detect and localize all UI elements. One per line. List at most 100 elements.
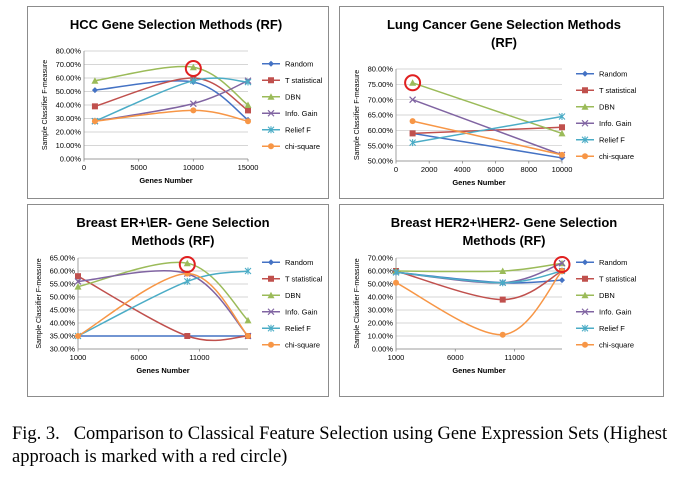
data-point-relief-f [244,267,252,275]
series-line-dbn [412,82,563,135]
legend-item-dbn: DBN [262,291,301,300]
y-tick-label: 20.00% [368,319,394,328]
legend-label: Info. Gain [285,109,318,118]
chart-panel-lung-cancer: Lung Cancer Gene Selection Methods (RF) 50… [339,6,664,199]
y-tick-label: 45.00% [50,306,76,315]
y-tick-label: 55.00% [368,141,394,150]
x-tick-label: 0 [394,165,398,174]
legend-label: Random [285,258,313,267]
x-tick-label: 4000 [454,165,471,174]
legend-marker [582,87,588,94]
legend-marker [581,103,589,110]
series-line-chi-square [77,272,249,337]
legend-marker [268,259,274,266]
legend-label: Relief F [599,135,625,144]
y-tick-label: 30.00% [50,345,76,354]
legend-item-info-gain: Info. Gain [576,307,632,316]
legend-marker [267,126,275,134]
legend-label: Relief F [599,324,625,333]
chart-svg: HCC Gene Selection Methods (RF) 0.00% 10.0… [42,17,323,185]
legend-marker [581,136,589,144]
legend-label: T statistical [285,274,323,283]
data-point-chi-square [75,333,81,339]
legend-label: chi-square [599,340,634,349]
y-tick-label: 50.00% [56,87,82,96]
legend-item-relief-f: Relief F [262,324,311,333]
data-point-relief-f [392,268,400,276]
y-tick-label: 80.00% [368,65,394,74]
x-tick-label: 0 [82,163,86,172]
legend-label: Info. Gain [285,307,318,316]
legend-item-random: Random [262,59,313,68]
legend-label: Info. Gain [599,119,632,128]
legend-marker [581,291,589,299]
data-point-chi-square [559,151,565,158]
legend-marker [581,308,589,316]
y-tick-label: 30.00% [56,114,82,123]
data-point-t-statistical [91,103,98,110]
legend-label: Random [599,69,627,78]
series-dbn [392,259,566,274]
figure-caption: Fig. 3. Comparison to Classical Feature … [12,423,668,469]
data-point-chi-square [190,107,197,114]
data-point-dbn [499,267,507,274]
data-point-t-statistical [409,130,416,137]
series-line-random [94,80,249,121]
chart-title: (RF) [491,35,517,50]
data-point-relief-f [409,139,416,147]
legend-label: chi-square [599,152,634,161]
data-point-dbn [244,316,252,324]
legend-item-chi-square: chi-square [262,340,320,349]
legend-item-random: Random [576,69,627,78]
legend-marker [582,275,588,282]
legend-label: Relief F [285,125,311,134]
chart-panel-breast-er: Breast ER+\ER- Gene Selection Methods (RF… [27,204,329,397]
x-tick-label: 1000 [70,353,87,362]
data-point-t-statistical [184,333,191,339]
y-tick-label: 70.00% [368,254,394,263]
x-axis-label: Genes Number [452,366,505,375]
y-tick-label: 10.00% [368,332,394,341]
highlight-circle [178,256,196,273]
x-tick-label: 1000 [388,353,405,362]
y-tick-label: 60.00% [50,267,76,276]
legend-marker [267,291,275,299]
series-chi-square [91,107,251,125]
x-tick-label: 11000 [189,353,209,362]
data-point-relief-f [189,77,197,85]
legend-marker [268,77,274,84]
series-line-t-statistical [77,275,249,342]
legend-marker [267,308,275,316]
series-dbn [409,79,566,137]
chart-svg: Breast HER2+\HER2- Gene Selection Methods… [354,215,637,375]
series-random [75,333,251,339]
legend-marker [582,259,588,266]
legend-item-relief-f: Relief F [576,135,625,144]
legend-label: DBN [285,291,301,300]
y-tick-label: 10.00% [56,141,82,150]
legend-item-info-gain: Info. Gain [576,119,632,128]
y-axis-label: Sample Classifier F-measure [36,258,43,348]
y-tick-label: 60.00% [56,74,82,83]
chart-svg: Breast ER+\ER- Gene Selection Methods (RF… [36,215,323,375]
y-tick-label: 50.00% [50,293,76,302]
series-line-relief-f [77,270,249,337]
y-tick-label: 50.00% [368,280,394,289]
y-tick-label: 70.00% [368,95,394,104]
data-point-info-gain [74,277,82,285]
data-point-dbn [409,79,417,86]
legend-label: DBN [285,92,301,101]
legend-item-chi-square: chi-square [262,142,320,151]
series-line-info-gain [395,262,563,284]
y-axis-label: Sample Classifier F-measure [354,258,361,348]
data-point-relief-f [183,277,191,285]
x-axis-label: Genes Number [139,176,192,185]
highlight-circle [553,256,571,273]
legend-label: chi-square [285,142,320,151]
y-tick-label: 0.00% [372,345,394,354]
legend-label: T statistical [599,274,637,283]
chart-title: HCC Gene Selection Methods (RF) [70,17,282,32]
x-tick-label: 10000 [183,163,204,172]
chart-panel-breast-her2: Breast HER2+\HER2- Gene Selection Methods… [339,204,664,397]
x-tick-label: 2000 [421,165,438,174]
